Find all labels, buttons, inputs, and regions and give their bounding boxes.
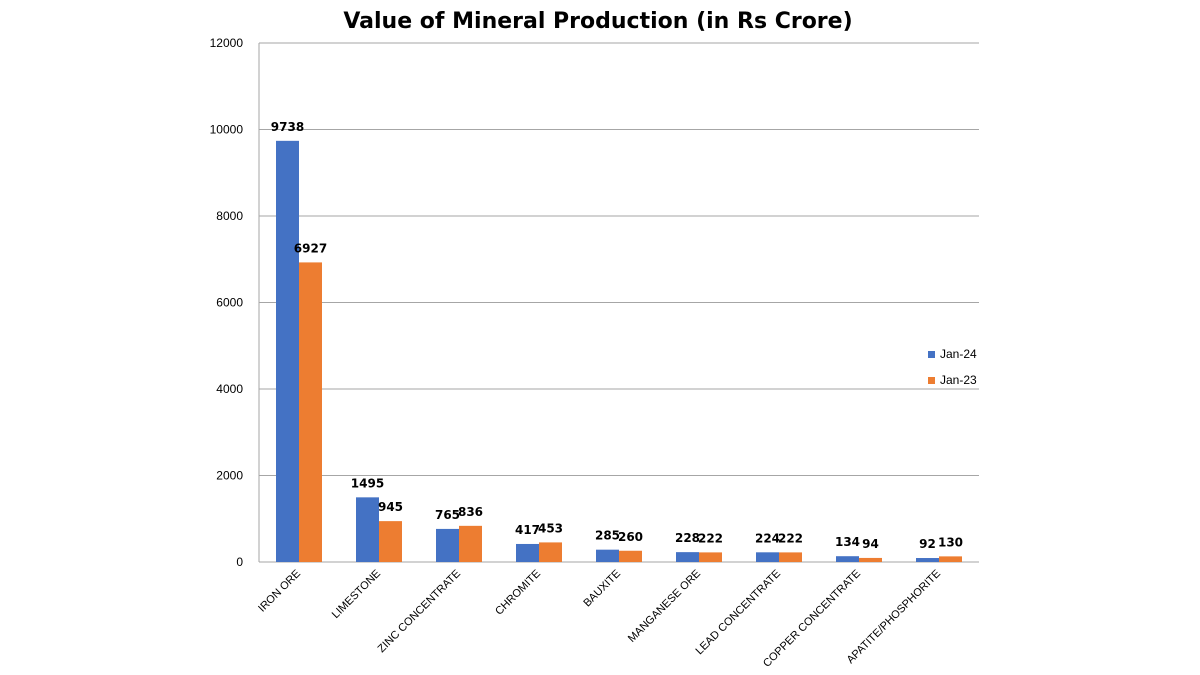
legend-swatch: [928, 351, 935, 358]
y-tick-label: 10000: [210, 123, 244, 137]
bar-jan-24: [756, 552, 779, 562]
y-tick-label: 4000: [216, 382, 243, 396]
data-label: 94: [862, 537, 879, 551]
data-label: 134: [835, 535, 860, 549]
x-tick-label: BAUXITE: [581, 568, 623, 610]
data-label: 92: [919, 537, 936, 551]
x-tick-label: CHROMITE: [493, 568, 543, 618]
bar-jan-24: [516, 543, 539, 562]
bar-jan-23: [779, 552, 802, 562]
bar-jan-23: [699, 552, 722, 562]
bar-jan-24: [276, 140, 299, 563]
data-label: 224: [755, 531, 780, 545]
bar-jan-24: [836, 556, 859, 562]
x-tick-label: APATITE/PHOSPHORITE: [845, 568, 944, 667]
data-label: 1495: [351, 476, 384, 490]
data-label: 453: [538, 521, 563, 535]
chart-title: Value of Mineral Production (in Rs Crore…: [343, 9, 852, 34]
data-label: 228: [675, 531, 700, 545]
data-label: 417: [515, 523, 540, 537]
y-tick-label: 8000: [216, 209, 243, 223]
y-tick-label: 6000: [216, 296, 243, 310]
data-label: 130: [938, 535, 963, 549]
data-label: 222: [698, 531, 723, 545]
y-tick-label: 2000: [216, 469, 243, 483]
data-label: 945: [378, 500, 403, 514]
data-label: 6927: [294, 241, 327, 255]
x-tick-label: LIMESTONE: [330, 568, 383, 621]
bar-jan-23: [619, 550, 642, 562]
legend-label: Jan-24: [940, 347, 977, 361]
x-tick-label: LEAD CONCENTRATE: [694, 568, 784, 658]
y-axis: 0 2000 4000 6000 8000 10000 12000: [210, 36, 260, 569]
legend-swatch: [928, 377, 935, 384]
bar-jan-23: [539, 542, 562, 562]
x-tick-label: IRON ORE: [256, 568, 303, 615]
y-tick-label: 0: [236, 555, 243, 569]
bar-jan-23: [859, 557, 882, 562]
data-label: 836: [458, 505, 483, 519]
legend-label: Jan-23: [940, 373, 977, 387]
data-label: 9738: [271, 120, 304, 134]
data-label: 260: [618, 530, 643, 544]
x-tick-label: ZINC CONCENTRATE: [376, 568, 463, 655]
y-tick-label: 12000: [210, 36, 244, 50]
x-tick-label: MANGANESE ORE: [626, 568, 703, 645]
bar-jan-23: [459, 525, 482, 562]
data-label: 222: [778, 531, 803, 545]
bar-jan-24: [356, 497, 379, 562]
bar-jan-24: [596, 549, 619, 562]
bar-jan-24: [676, 552, 699, 562]
bars: [276, 140, 962, 563]
bar-jan-23: [379, 521, 402, 562]
data-label: 285: [595, 529, 620, 543]
bar-jan-24: [436, 528, 459, 562]
bar-jan-23: [299, 262, 322, 562]
bar-jan-24: [916, 558, 939, 562]
data-label: 765: [435, 508, 460, 522]
legend: Jan-24 Jan-23: [928, 347, 977, 387]
bar-jan-23: [939, 556, 962, 562]
gridlines: [259, 42, 979, 563]
